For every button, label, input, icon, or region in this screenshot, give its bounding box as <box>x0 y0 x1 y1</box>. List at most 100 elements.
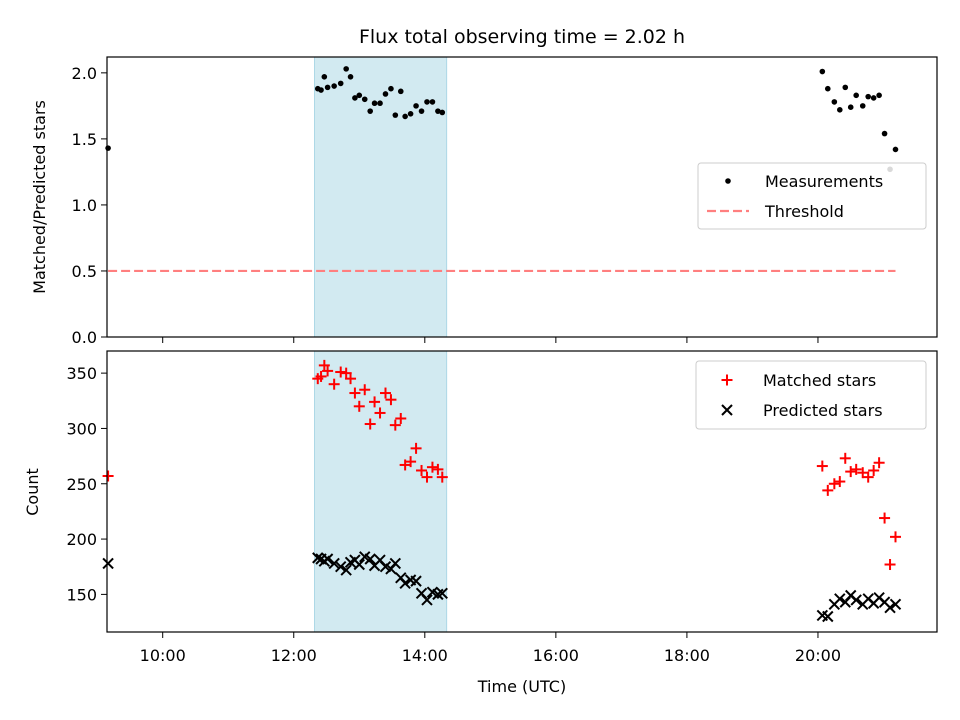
star-count-panel: 150 200 250 300 350 10:00 12:00 14:00 16:00 18:0… <box>23 350 938 696</box>
matched-star-point <box>890 531 901 543</box>
top-y-tick-label: 2.0 <box>72 64 97 83</box>
measurement-point <box>881 130 888 137</box>
predicted-legend-marker <box>721 404 733 416</box>
matched-star-point <box>862 471 874 483</box>
measurement-point <box>424 99 430 105</box>
x-tick-label: 16:00 <box>533 646 579 665</box>
matched-star-point <box>410 442 422 454</box>
predicted-legend-label: Predicted stars <box>763 401 883 420</box>
measurement-point <box>418 108 425 114</box>
measurement-point <box>876 92 882 99</box>
predicted-star-point <box>889 598 902 611</box>
measurement-point <box>429 99 436 105</box>
bottom-y-axis-label: Count <box>23 468 42 516</box>
predicted-star-point <box>421 594 433 606</box>
matched-star-point <box>102 470 114 482</box>
measurement-point <box>321 74 328 80</box>
threshold-legend-label: Threshold <box>764 202 844 221</box>
matched-star-point <box>322 365 334 377</box>
predicted-star-point <box>312 552 324 564</box>
matched-star-point <box>868 464 880 476</box>
predicted-star-point <box>822 610 834 623</box>
predicted-star-point <box>850 594 862 606</box>
matched-star-point <box>834 476 846 488</box>
x-tick-label: 10:00 <box>140 646 186 665</box>
measurement-point <box>847 104 854 110</box>
matched-star-point <box>328 378 340 390</box>
measurement-point <box>397 88 404 95</box>
matched-star-point <box>389 419 401 431</box>
top-y-tick-label: 1.5 <box>72 130 97 149</box>
measurement-point <box>343 66 349 72</box>
x-tick-label: 14:00 <box>402 646 448 665</box>
measurements-legend-label: Measurements <box>765 172 883 191</box>
predicted-star-point <box>389 557 402 570</box>
top-legend-box <box>697 162 927 230</box>
measurement-point <box>853 92 859 99</box>
measurement-point <box>105 145 111 151</box>
matched-star-point <box>884 559 896 571</box>
x-tick-label: 12:00 <box>271 646 317 665</box>
measurement-point <box>371 100 378 107</box>
measurement-point <box>392 112 399 118</box>
matched-star-point <box>318 359 330 371</box>
matched-star-point <box>345 373 357 385</box>
matched-star-point <box>421 471 433 483</box>
measurement-point <box>347 74 354 80</box>
predicted-star-point <box>410 575 422 587</box>
matched-star-point <box>353 400 365 412</box>
bottom-y-tick-label: 250 <box>66 475 97 494</box>
matched-star-point <box>432 463 444 475</box>
measurement-point <box>870 95 877 101</box>
measurement-point <box>842 84 849 91</box>
predicted-star-point <box>340 564 352 576</box>
matched-legend-marker <box>721 374 733 386</box>
matched-star-point <box>364 418 376 430</box>
matched-star-point <box>879 512 891 524</box>
measurement-point <box>382 91 389 97</box>
matched-star-point <box>349 387 361 399</box>
predicted-star-point <box>353 558 365 571</box>
matched-star-point <box>359 384 371 396</box>
measurements-legend-marker <box>725 178 731 184</box>
predicted-star-point <box>321 553 334 565</box>
measurement-point <box>388 85 394 92</box>
predicted-star-point <box>834 593 846 605</box>
measurement-point <box>413 103 419 109</box>
matched-star-point <box>828 478 840 490</box>
measurement-point <box>859 103 866 109</box>
measurement-point <box>837 107 843 113</box>
bottom-legend-box <box>695 360 927 430</box>
bottom-y-tick-label: 300 <box>66 419 97 438</box>
matched-star-point <box>395 412 407 424</box>
top-observing-span <box>314 56 448 338</box>
top-y-axis-label: Matched/Predicted stars <box>30 100 49 294</box>
flux-ratio-panel: Flux total observing time = 2.02 h 0.0 0.… <box>30 26 938 347</box>
top-y-tick-label: 0.5 <box>72 262 97 281</box>
matched-star-point <box>426 461 438 473</box>
measurement-point <box>361 96 368 103</box>
top-y-tick-label: 1.0 <box>72 196 97 215</box>
matched-star-point <box>315 370 327 382</box>
measurement-point <box>402 113 408 120</box>
matched-star-point <box>845 466 857 478</box>
matched-star-point <box>340 367 352 379</box>
predicted-star-point <box>328 557 340 570</box>
predicted-star-point <box>884 601 896 614</box>
matched-star-point <box>379 387 391 399</box>
predicted-star-point <box>102 557 114 570</box>
measurement-point <box>367 108 373 114</box>
top-y-tick-label: 0.0 <box>72 328 97 347</box>
chart-title: Flux total observing time = 2.02 h <box>359 26 685 48</box>
bottom-y-tick-label: 350 <box>66 364 97 383</box>
x-tick-label: 18:00 <box>664 646 710 665</box>
matched-star-point <box>374 407 386 419</box>
measurement-point <box>331 83 337 89</box>
measurement-point <box>337 80 344 87</box>
x-tick-label: 20:00 <box>795 646 841 665</box>
bottom-legend: Matched stars Predicted stars <box>695 360 927 430</box>
matched-star-point <box>436 471 448 483</box>
bottom-observing-span <box>314 350 448 633</box>
predicted-star-point <box>335 561 347 573</box>
matched-star-point <box>816 460 828 472</box>
